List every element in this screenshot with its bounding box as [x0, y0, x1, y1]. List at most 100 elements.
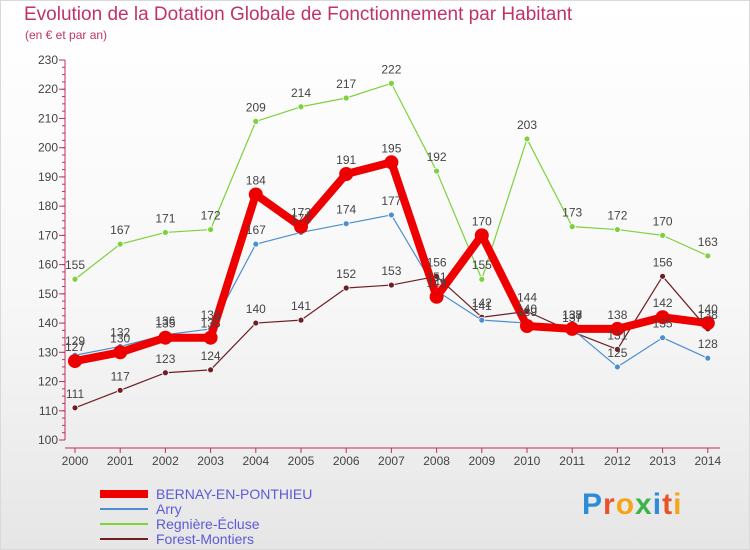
data-label: 138: [698, 308, 718, 322]
data-label: 151: [427, 270, 447, 284]
data-label: 192: [427, 150, 447, 164]
data-point: [614, 226, 621, 233]
y-tick-label: 130: [38, 345, 58, 359]
data-point: [297, 316, 305, 324]
data-label: 177: [381, 194, 401, 208]
data-point: [659, 272, 666, 280]
logo-letter: o: [615, 488, 636, 521]
data-point: [387, 79, 395, 87]
data-label: 163: [698, 235, 718, 249]
data-label: 131: [607, 328, 627, 342]
data-label: 127: [65, 340, 85, 354]
x-tick-label: 2006: [333, 454, 360, 468]
x-tick-label: 2007: [378, 454, 405, 468]
data-label: 195: [381, 141, 401, 155]
data-point: [478, 316, 486, 324]
data-point: [161, 369, 169, 377]
data-label: 137: [562, 308, 582, 322]
data-label: 172: [607, 209, 627, 223]
data-point: [342, 284, 350, 292]
data-point: [158, 330, 173, 345]
data-label: 170: [653, 214, 673, 228]
data-label: 173: [562, 206, 582, 220]
y-tick-label: 140: [38, 316, 58, 330]
data-label: 155: [65, 258, 85, 272]
data-point: [116, 386, 124, 394]
data-label: 170: [472, 214, 492, 228]
data-label: 138: [562, 308, 582, 322]
logo-letter: P: [582, 488, 604, 521]
data-point: [568, 223, 576, 231]
x-tick-label: 2000: [62, 454, 89, 468]
data-point: [520, 319, 534, 333]
data-label: 155: [472, 258, 492, 272]
logo-letter: i: [652, 488, 663, 521]
data-point: [704, 354, 712, 362]
data-label: 153: [381, 264, 401, 278]
x-tick-label: 2001: [107, 454, 134, 468]
y-tick-label: 160: [38, 258, 58, 272]
data-point: [113, 345, 128, 360]
data-label: 171: [291, 211, 311, 225]
data-point: [252, 319, 260, 327]
data-point: [700, 316, 715, 331]
data-label: 142: [653, 296, 673, 310]
data-point: [478, 275, 486, 283]
data-label: 135: [155, 317, 175, 331]
data-label: 140: [698, 302, 718, 316]
data-label: 140: [517, 302, 537, 316]
data-point: [387, 281, 395, 289]
data-label: 167: [110, 223, 130, 237]
data-point: [704, 252, 712, 260]
data-point: [339, 167, 354, 181]
data-label: 136: [155, 314, 175, 328]
data-point: [297, 103, 305, 111]
x-tick-label: 2012: [604, 454, 631, 468]
data-point: [387, 211, 395, 219]
chart-title: Evolution de la Dotation Globale de Fonc…: [24, 4, 573, 25]
data-label: 141: [472, 299, 492, 313]
data-label: 138: [201, 308, 221, 322]
data-label: 129: [65, 334, 85, 348]
data-point: [342, 94, 350, 102]
data-label: 217: [336, 77, 356, 91]
legend-swatch: [100, 508, 148, 510]
series-line: [74, 82, 709, 280]
chart-subtitle: (en € et par an): [25, 28, 108, 42]
legend-label: Forest-Montiers: [156, 531, 255, 547]
data-point: [71, 275, 79, 283]
data-point: [610, 321, 625, 336]
data-label: 142: [472, 296, 492, 310]
data-label: 184: [246, 173, 266, 187]
x-tick-label: 2002: [152, 454, 179, 468]
legend-swatch: [100, 538, 148, 540]
data-label: 173: [291, 206, 311, 220]
data-label: 135: [653, 317, 673, 331]
x-tick-label: 2009: [468, 454, 495, 468]
data-point: [207, 366, 215, 374]
legend-label: BERNAY-EN-PONTHIEU: [156, 486, 313, 502]
x-tick-label: 2005: [288, 454, 315, 468]
data-label: 152: [336, 267, 356, 281]
data-label: 137: [562, 311, 582, 325]
data-point: [614, 363, 621, 371]
data-point: [565, 321, 580, 336]
data-point: [248, 187, 263, 202]
x-tick-label: 2003: [197, 454, 224, 468]
data-point: [71, 404, 79, 412]
data-label: 144: [517, 290, 537, 304]
y-tick-label: 170: [38, 228, 58, 242]
data-label: 138: [607, 308, 627, 322]
data-label: 203: [517, 118, 537, 132]
data-label: 128: [698, 337, 718, 351]
legend-label: Regnière-Écluse: [156, 516, 260, 532]
logo-letter: x: [635, 488, 653, 521]
data-point: [161, 229, 169, 236]
data-label: 132: [110, 325, 130, 339]
data-point: [474, 228, 489, 243]
data-label: 214: [291, 86, 311, 100]
logo-letter: i: [673, 488, 683, 521]
data-point: [203, 330, 218, 345]
data-point: [116, 240, 124, 248]
